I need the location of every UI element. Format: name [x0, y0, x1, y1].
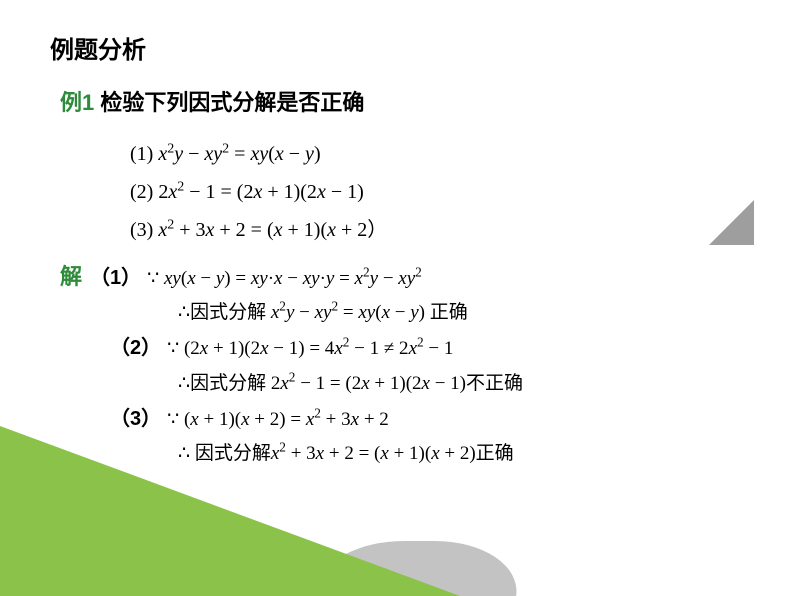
- solution-2-line1: （2） ∵ (2x + 1)(2x − 1) = 4x2 − 1 ≠ 2x2 −…: [50, 330, 744, 366]
- part-1-num: （1）: [90, 260, 147, 296]
- problem-1: (1) x2y − xy2 = xy(x − y): [130, 135, 744, 173]
- because-symbol-2: ∵: [167, 332, 179, 366]
- sol2-expand: (2x + 1)(2x − 1) = 4x2 − 1 ≠ 2x2 − 1: [179, 332, 453, 366]
- sol1-expand: xy(x − y) = xy·x − xy·y = x2y − xy2: [159, 262, 422, 296]
- solution-3-line2: ∴ 因式分解x2 + 3x + 2 = (x + 1)(x + 2)正确: [50, 437, 744, 471]
- triangle-decoration-icon: [709, 200, 754, 245]
- sol2-therefore: ∴因式分解 2x2 − 1 = (2x + 1)(2x − 1)不正确: [178, 367, 523, 401]
- problem-2: (2) 2x2 − 1 = (2x + 1)(2x − 1): [130, 173, 744, 211]
- because-symbol: ∵: [147, 262, 159, 296]
- solution-label: 解: [50, 259, 82, 291]
- example-heading: 例1 检验下列因式分解是否正确: [50, 85, 744, 117]
- problem-list: (1) x2y − xy2 = xy(x − y) (2) 2x2 − 1 = …: [50, 135, 744, 249]
- solution-2-line2: ∴因式分解 2x2 − 1 = (2x + 1)(2x − 1)不正确: [50, 367, 744, 401]
- example-prompt-text: 检验下列因式分解是否正确: [100, 90, 364, 115]
- sol1-therefore: ∴因式分解 x2y − xy2 = xy(x − y) 正确: [178, 296, 468, 330]
- solution-3-line1: （3） ∵ (x + 1)(x + 2) = x2 + 3x + 2: [50, 401, 744, 437]
- slide: 例题分析 例1 检验下列因式分解是否正确 (1) x2y − xy2 = xy(…: [0, 0, 794, 596]
- title-text: 例题分析: [50, 37, 146, 64]
- section-title: 例题分析: [50, 30, 744, 65]
- part-3-num: （3）: [110, 401, 167, 437]
- sol3-expand: (x + 1)(x + 2) = x2 + 3x + 2: [179, 403, 389, 437]
- because-symbol-3: ∵: [167, 403, 179, 437]
- solution-1-line1: （1） ∵ xy(x − y) = xy·x − xy·y = x2y − xy…: [82, 260, 422, 296]
- sol3-therefore: ∴ 因式分解x2 + 3x + 2 = (x + 1)(x + 2)正确: [178, 437, 514, 471]
- part-2-num: （2）: [110, 330, 167, 366]
- solution-1-line2: ∴因式分解 x2y − xy2 = xy(x − y) 正确: [50, 296, 744, 330]
- example-label: 例1: [60, 90, 94, 115]
- problem-3: (3) x2 + 3x + 2 = (x + 1)(x + 2）: [130, 211, 744, 249]
- solution-block: 解 （1） ∵ xy(x − y) = xy·x − xy·y = x2y − …: [50, 249, 744, 471]
